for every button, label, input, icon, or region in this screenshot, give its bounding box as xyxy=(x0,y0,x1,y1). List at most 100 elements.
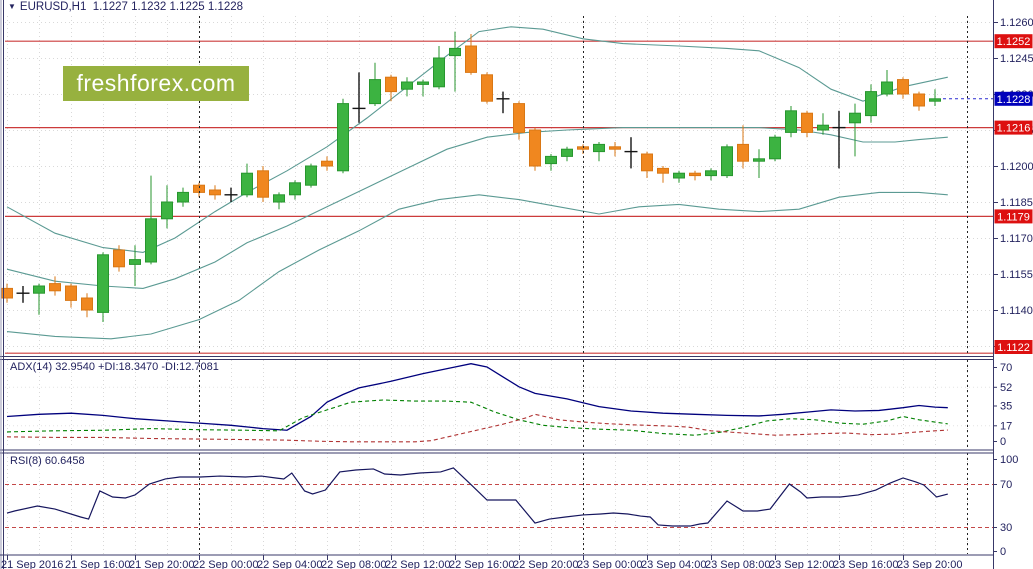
bear-candle xyxy=(913,93,925,107)
svg-text:22 Sep 04:00: 22 Sep 04:00 xyxy=(257,559,322,569)
red-level-price-tag: 1.1179 xyxy=(994,209,1033,224)
bull-candle xyxy=(849,112,861,124)
svg-text:1.1140: 1.1140 xyxy=(1000,305,1033,317)
bull-candle xyxy=(417,81,429,85)
bear-candle xyxy=(641,153,653,172)
svg-text:22 Sep 08:00: 22 Sep 08:00 xyxy=(321,559,386,569)
svg-text:23 Sep 20:00: 23 Sep 20:00 xyxy=(897,559,962,569)
bull-candle xyxy=(273,194,285,203)
bollinger-bands xyxy=(6,26,948,340)
bear-candle xyxy=(113,249,125,268)
svg-text:100: 100 xyxy=(1000,454,1018,466)
svg-text:22 Sep 16:00: 22 Sep 16:00 xyxy=(449,559,514,569)
svg-text:1.1170: 1.1170 xyxy=(1000,233,1033,245)
bear-candle xyxy=(209,189,221,196)
svg-text:22 Sep 12:00: 22 Sep 12:00 xyxy=(385,559,450,569)
svg-text:1.1155: 1.1155 xyxy=(1000,269,1033,281)
svg-text:1.1185: 1.1185 xyxy=(1000,197,1033,209)
bull-candle xyxy=(753,158,765,162)
bull-candle xyxy=(145,218,157,263)
bull-candle xyxy=(33,285,45,294)
bull-candle xyxy=(561,148,573,157)
rsi-indicator-label: RSI(8) 60.6458 xyxy=(10,455,85,467)
bull-candle xyxy=(785,110,797,133)
bear-candle xyxy=(257,170,269,198)
symbol-timeframe: EURUSD,H1 xyxy=(19,1,87,13)
svg-text:22 Sep 00:00: 22 Sep 00:00 xyxy=(193,559,258,569)
svg-text:1.1228: 1.1228 xyxy=(997,94,1031,106)
bear-candle xyxy=(689,172,701,177)
bear-candle xyxy=(801,112,813,133)
svg-text:0: 0 xyxy=(1000,546,1006,558)
bull-candle xyxy=(433,57,445,88)
bull-candle xyxy=(129,259,141,265)
bear-candle xyxy=(65,285,77,301)
svg-text:0: 0 xyxy=(1000,436,1006,448)
bear-candle xyxy=(513,103,525,133)
bull-candle xyxy=(817,124,829,131)
svg-text:23 Sep 08:00: 23 Sep 08:00 xyxy=(705,559,770,569)
bull-candle xyxy=(769,136,781,160)
svg-text:17: 17 xyxy=(1000,420,1012,432)
bull-candle xyxy=(545,155,557,165)
bull-candle xyxy=(177,191,189,203)
svg-text:1.1252: 1.1252 xyxy=(997,36,1031,48)
bear-candle xyxy=(81,297,93,311)
bull-candle xyxy=(337,103,349,172)
svg-text:22 Sep 20:00: 22 Sep 20:00 xyxy=(513,559,578,569)
svg-text:1.1200: 1.1200 xyxy=(1000,161,1033,173)
bull-candle xyxy=(673,172,685,179)
bull-candle xyxy=(97,254,109,313)
bull-candle xyxy=(929,98,941,102)
adx-panel xyxy=(6,363,948,443)
svg-text:23 Sep 00:00: 23 Sep 00:00 xyxy=(577,559,642,569)
bull-candle xyxy=(721,146,733,177)
bear-candle xyxy=(481,74,493,102)
svg-text:21 Sep 20:00: 21 Sep 20:00 xyxy=(129,559,194,569)
svg-text:70: 70 xyxy=(1000,479,1012,491)
bull-candle xyxy=(241,172,253,196)
bull-candle xyxy=(369,79,381,105)
bear-candle xyxy=(897,79,909,95)
red-level-price-tag: 1.1122 xyxy=(994,340,1033,354)
bear-candle xyxy=(609,146,621,150)
broker-watermark: freshforex.com xyxy=(63,66,249,101)
bull-candle xyxy=(593,143,605,153)
bear-candle xyxy=(321,160,333,167)
red-level-price-tag: 1.1216 xyxy=(994,120,1033,135)
svg-text:1.1179: 1.1179 xyxy=(997,211,1030,223)
svg-text:1.1122: 1.1122 xyxy=(997,342,1030,354)
svg-text:1.1216: 1.1216 xyxy=(997,123,1031,135)
bull-candle xyxy=(161,201,173,220)
bull-candle xyxy=(705,170,717,177)
symbol-quote-line: ▼ EURUSD,H1 1.1227 1.1232 1.1225 1.1228 xyxy=(8,1,243,13)
watermark-text: freshforex.com xyxy=(76,70,236,96)
quote-ohlc: 1.1227 1.1232 1.1225 1.1228 xyxy=(92,1,244,13)
svg-text:30: 30 xyxy=(1000,522,1012,534)
bull-candle xyxy=(289,182,301,196)
svg-text:23 Sep 04:00: 23 Sep 04:00 xyxy=(641,559,706,569)
svg-text:21 Sep 16:00: 21 Sep 16:00 xyxy=(65,559,130,569)
bid-price-tag: 1.1228 xyxy=(994,91,1033,106)
bull-candle xyxy=(881,81,893,95)
svg-text:52: 52 xyxy=(1000,382,1012,394)
svg-text:1.1245: 1.1245 xyxy=(1000,53,1033,65)
svg-text:23 Sep 16:00: 23 Sep 16:00 xyxy=(833,559,898,569)
bull-candle xyxy=(449,47,461,57)
bear-candle xyxy=(529,129,541,167)
svg-text:35: 35 xyxy=(1000,401,1012,413)
svg-text:1.1260: 1.1260 xyxy=(1000,17,1033,29)
bear-candle xyxy=(49,283,61,292)
svg-text:21 Sep 2016: 21 Sep 2016 xyxy=(1,559,63,569)
bull-candle xyxy=(305,165,317,186)
rsi-panel xyxy=(5,467,993,528)
bear-candle xyxy=(385,76,397,93)
bear-candle xyxy=(657,167,669,174)
symbol-dropdown-icon[interactable]: ▼ xyxy=(8,2,16,11)
bull-candle xyxy=(865,91,877,117)
svg-text:23 Sep 12:00: 23 Sep 12:00 xyxy=(769,559,834,569)
red-level-price-tag: 1.1252 xyxy=(994,34,1033,49)
